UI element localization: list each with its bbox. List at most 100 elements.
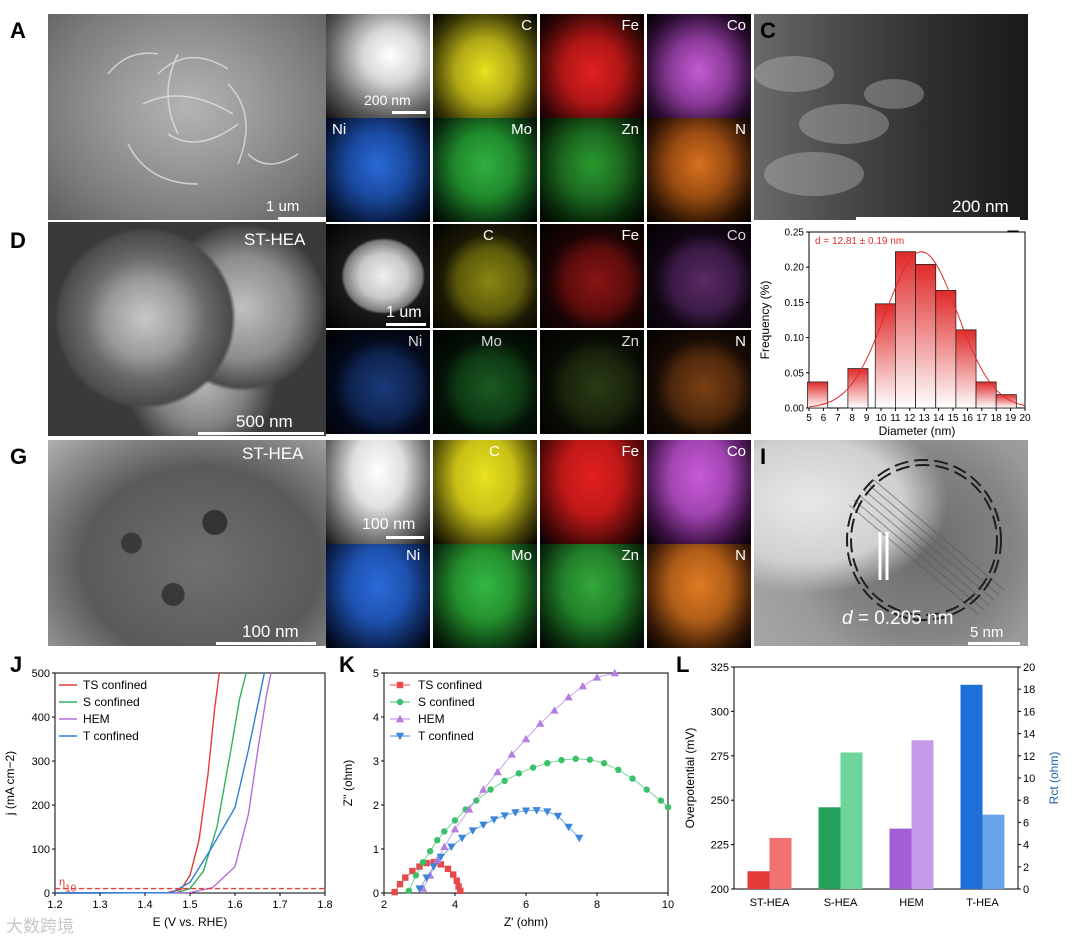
x-tick-label: 7 — [835, 413, 841, 424]
map-e-fe: Fe — [540, 224, 644, 328]
y-tick-label: 0.15 — [785, 298, 805, 309]
y-tick-label: 200 — [32, 800, 50, 812]
data-point — [416, 863, 423, 870]
element-label: Fe — [621, 443, 639, 460]
data-point — [610, 668, 619, 677]
data-point — [586, 756, 594, 763]
overpotential-bar — [818, 807, 841, 889]
panel-letter-l: L — [676, 652, 690, 677]
map-b-co: Co — [647, 14, 751, 118]
map-b-c: C — [433, 14, 537, 118]
data-point — [415, 885, 424, 893]
element-label: Fe — [621, 17, 639, 34]
x-tick-label: HEM — [899, 897, 923, 909]
hrtem-image-i: d = 0.205 nm 5 nm — [754, 440, 1028, 646]
data-point — [487, 786, 494, 793]
data-point — [543, 808, 552, 816]
x-tick-label: 6 — [523, 899, 529, 911]
y-tick-label: 4 — [373, 712, 379, 724]
map-b-n: N — [647, 118, 751, 222]
data-point — [592, 673, 602, 681]
panel-letter-g: G — [10, 444, 28, 469]
data-point — [544, 760, 551, 767]
data-point — [553, 812, 563, 821]
data-point — [501, 777, 508, 784]
histogram-bar — [935, 290, 957, 409]
map-h-ni: Ni — [326, 544, 430, 648]
map-b-zn: Zn — [540, 118, 644, 222]
haadf-image-h: 100 nm — [326, 440, 430, 544]
histogram-bar — [874, 303, 896, 409]
element-label: N — [735, 121, 746, 138]
panel-letter-d: D — [10, 228, 26, 253]
element-label: Mo — [511, 547, 532, 564]
overpotential-bar — [747, 871, 770, 889]
y-tick-label: 0.00 — [785, 404, 805, 415]
legend-label: T confined — [83, 729, 139, 743]
data-point — [629, 775, 636, 782]
sem-image-a: 1 um — [48, 14, 326, 220]
panel-letter-c: C — [760, 18, 776, 43]
gaussian-fit-line — [808, 251, 1026, 408]
data-point — [455, 883, 462, 890]
x-tick-label: 1.4 — [137, 899, 152, 911]
scale-label: 100 nm — [362, 516, 416, 533]
data-point — [444, 865, 452, 872]
overpotential-chart: ST-HEA S-HEA HEM T-HEA 200 225 250 275 300 325 0 2 4… — [683, 662, 1061, 909]
data-point — [511, 809, 520, 817]
y-tick-label: 500 — [32, 668, 50, 680]
data-point — [558, 756, 565, 764]
data-point — [396, 881, 404, 888]
element-label: Ni — [406, 547, 421, 564]
y-tick-label: 1 — [373, 844, 379, 856]
map-e-mo: Mo — [433, 330, 537, 434]
d-spacing-label: d = 0.205 nm — [842, 608, 954, 629]
x-tick-label: 13 — [919, 413, 931, 424]
x-tick-label: 8 — [849, 413, 855, 424]
panel-letter-a: A — [10, 18, 26, 43]
x-axis-label: Z' (ohm) — [504, 915, 548, 929]
y-tick-label: 400 — [32, 712, 50, 724]
scale-bar — [386, 536, 424, 539]
x-tick-label: 1.7 — [272, 899, 287, 911]
element-label: N — [735, 547, 746, 564]
y2-tick-label: 6 — [1023, 817, 1029, 829]
data-point — [515, 770, 523, 777]
scale-label: 100 nm — [242, 622, 299, 641]
panel-letter-i: I — [760, 444, 767, 469]
histogram-bar — [807, 381, 829, 409]
map-e-ni: Ni — [326, 330, 430, 434]
y2-tick-label: 20 — [1023, 662, 1035, 674]
x-tick-label: 14 — [933, 413, 945, 424]
element-label: Co — [726, 227, 746, 244]
y2-tick-label: 10 — [1023, 773, 1035, 785]
x-tick-label: 1.5 — [182, 899, 197, 911]
element-label: C — [483, 227, 494, 244]
y2-tick-label: 8 — [1023, 795, 1029, 807]
data-point — [436, 853, 445, 862]
scale-label: 500 nm — [236, 412, 293, 431]
x-tick-label: 9 — [864, 413, 870, 424]
x-tick-label: 10 — [875, 413, 887, 424]
data-point — [615, 766, 622, 773]
map-h-co: Co — [647, 440, 751, 544]
data-point — [564, 693, 573, 701]
map-b-mo: Mo — [433, 118, 537, 222]
map-e-co: Co — [647, 224, 751, 328]
x-tick-label: 1.8 — [317, 899, 332, 911]
data-point — [395, 732, 405, 741]
data-point — [441, 828, 448, 835]
y-tick-label: 300 — [711, 706, 729, 718]
data-point — [402, 874, 409, 881]
y-tick-label: 275 — [711, 751, 729, 763]
element-label: C — [489, 443, 500, 460]
data-point — [468, 827, 477, 835]
y-tick-label: 325 — [711, 662, 729, 674]
data-point — [426, 848, 434, 855]
data-point — [500, 812, 509, 820]
y-tick-label: 250 — [711, 795, 729, 807]
element-label: Ni — [408, 333, 423, 350]
sample-label: ST-HEA — [242, 444, 304, 463]
histogram-bar — [955, 329, 977, 409]
y2-tick-label: 4 — [1023, 840, 1029, 852]
